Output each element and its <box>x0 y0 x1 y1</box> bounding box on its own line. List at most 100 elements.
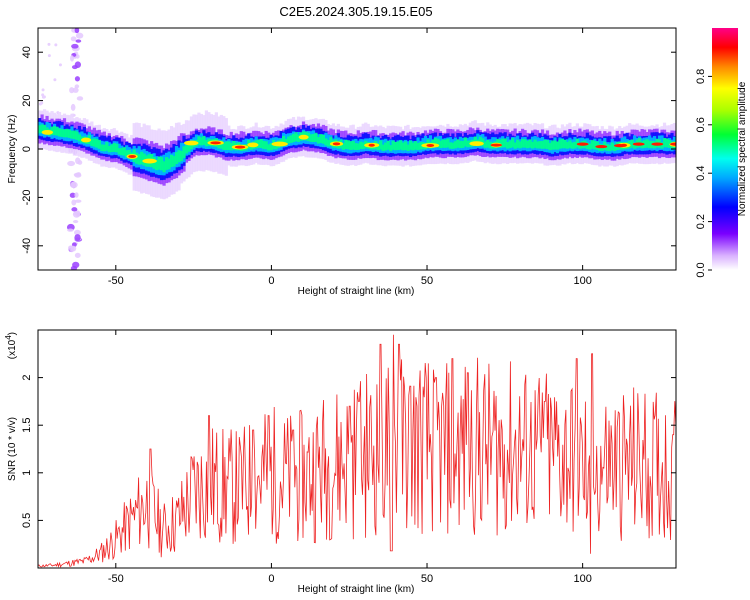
heatmap-core <box>50 126 54 136</box>
snr-series-line <box>38 334 676 568</box>
heatmap-peak <box>595 144 608 149</box>
heatmap-hotspot <box>247 142 259 148</box>
heatmap-core <box>140 151 144 165</box>
heatmap-core <box>548 142 552 151</box>
heatmap-core <box>284 138 288 146</box>
heatmap-core <box>473 136 477 146</box>
y-tick-label: 40 <box>21 46 33 58</box>
x-tick-label: 50 <box>421 573 433 585</box>
heatmap-core <box>314 132 318 142</box>
heatmap-core <box>97 140 101 149</box>
heatmap-core <box>344 139 348 149</box>
heatmap-core <box>184 145 189 154</box>
heatmap-core <box>122 147 126 156</box>
heatmap-speck <box>53 78 57 82</box>
heatmap-hotspot <box>298 134 309 140</box>
heatmap-speck <box>74 192 79 198</box>
heatmap-peak <box>234 145 246 149</box>
heatmap-peak <box>128 154 137 158</box>
heatmap-core <box>319 134 323 143</box>
heatmap-core <box>127 149 131 159</box>
x-tick-label: 0 <box>268 275 274 287</box>
colorbar-gradient <box>712 28 738 270</box>
heatmap-core <box>528 139 532 148</box>
heatmap-core <box>396 141 400 151</box>
heatmap-core <box>391 140 395 150</box>
heatmap-hotspot <box>469 141 484 147</box>
heatmap-core <box>540 141 545 149</box>
heatmap-peak <box>613 144 626 148</box>
heatmap-core <box>573 141 577 149</box>
x-tick-label: -50 <box>108 275 124 287</box>
heatmap-core <box>157 156 161 170</box>
heatmap-hotspot <box>271 141 288 147</box>
heatmap-core <box>516 139 520 148</box>
heatmap-speck <box>70 103 76 111</box>
heatmap-core <box>259 139 263 149</box>
heatmap-core <box>610 142 614 151</box>
heatmap-core <box>92 138 96 147</box>
heatmap-core <box>667 139 672 148</box>
heatmap-speck <box>71 199 77 206</box>
snr-y-ticks: 0.5 1 1.5 2 <box>21 375 676 528</box>
heatmap-core <box>590 140 594 149</box>
heatmap-core <box>483 141 487 148</box>
heatmap-speck <box>76 172 82 177</box>
heatmap-core <box>232 140 236 150</box>
heatmap-speck <box>40 101 44 105</box>
y-tick-label: 20 <box>21 94 33 106</box>
heatmap-core <box>630 139 634 148</box>
heatmap-core <box>389 145 393 152</box>
heatmap-core <box>167 158 171 170</box>
y-tick-label: 1 <box>21 470 33 476</box>
heatmap-speck <box>54 43 58 47</box>
heatmap-core <box>647 140 652 149</box>
heatmap-core <box>52 126 57 136</box>
snr-scale-label: (x104) <box>4 332 18 359</box>
heatmap-core <box>411 142 415 151</box>
heatmap-core <box>57 128 62 137</box>
heatmap-core <box>316 137 321 144</box>
heatmap-core <box>613 144 617 152</box>
colorbar-label: Normalized spectral amplitude <box>737 81 748 216</box>
heatmap-core <box>349 141 353 150</box>
heatmap-core <box>565 141 570 149</box>
heatmap-core <box>102 144 106 152</box>
heatmap-core <box>257 139 261 148</box>
heatmap-speck <box>71 207 78 212</box>
heatmap-core <box>67 129 72 138</box>
heatmap-core <box>105 142 109 151</box>
heatmap-core <box>458 140 462 149</box>
heatmap-core <box>448 142 453 149</box>
heatmap-core <box>179 150 184 162</box>
heatmap-speck <box>67 228 74 232</box>
heatmap-speck <box>74 61 81 69</box>
heatmap-speck <box>47 42 51 46</box>
heatmap-core <box>197 136 201 146</box>
colorbar-tick-label: 0.0 <box>695 262 707 277</box>
heatmap-peak <box>426 143 435 147</box>
heatmap-core <box>72 130 77 140</box>
x-tick-label: 100 <box>573 573 591 585</box>
heatmap-core <box>550 140 555 150</box>
heatmap-core <box>341 143 345 150</box>
heatmap-core <box>262 140 266 149</box>
heatmap-core <box>227 141 231 150</box>
y-tick-label: -40 <box>21 238 33 254</box>
heatmap-speck <box>75 39 82 43</box>
heatmap-speck <box>71 242 77 247</box>
heatmap-peak <box>576 142 589 146</box>
heatmap-core <box>530 141 535 149</box>
heatmap-core <box>356 143 360 150</box>
heatmap-speck <box>70 245 77 252</box>
heatmap-core <box>65 128 69 138</box>
colorbar-tick-label: 0.2 <box>695 214 707 229</box>
heatmap-core <box>117 148 121 155</box>
heatmap-speck <box>72 261 80 269</box>
heatmap-peak <box>210 141 221 145</box>
colorbar-tick-label: 0.6 <box>695 117 707 132</box>
heatmap-core <box>508 140 512 149</box>
heatmap-core <box>159 157 164 171</box>
